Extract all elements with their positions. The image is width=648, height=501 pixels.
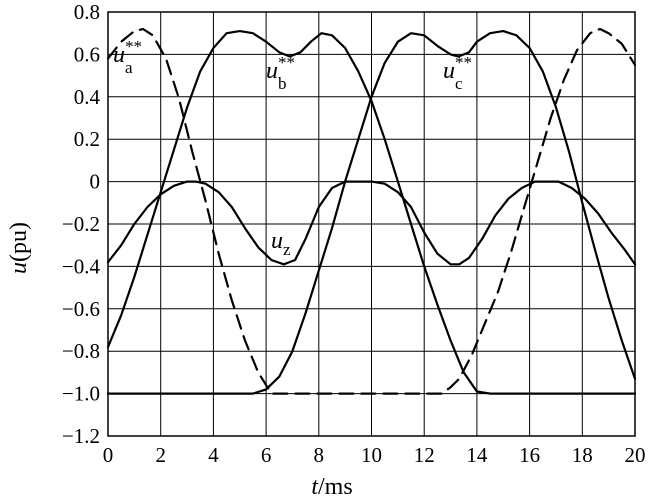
x-tick-label: 14 [466, 443, 488, 467]
x-tick-label: 10 [361, 443, 382, 467]
x-axis-label-var: t [311, 474, 319, 500]
y-tick-label: −0.2 [62, 212, 100, 236]
y-tick-label: −0.6 [62, 297, 100, 321]
x-tick-label: 20 [625, 443, 646, 467]
annotation-u-b: u** b [266, 53, 295, 93]
y-tick-label: −0.8 [62, 339, 100, 363]
y-tick-label: −1.0 [62, 382, 100, 406]
y-axis-label: u(pu) [6, 222, 32, 274]
series-line-u-c [106, 30, 637, 395]
y-tick-label: −1.2 [62, 424, 100, 448]
series-lines [106, 27, 637, 395]
annotation-u-c: u** c [443, 53, 472, 93]
y-axis-label-var: u [6, 262, 32, 274]
y-axis-label-unit: (pu) [6, 222, 32, 262]
x-tick-label: 16 [519, 443, 540, 467]
x-tick-label: 18 [572, 443, 593, 467]
y-tick-label: −0.4 [62, 254, 101, 278]
annotation-u-a: u** a [113, 37, 142, 77]
x-tick-label: 2 [155, 443, 166, 467]
series-line-u-z [106, 180, 637, 266]
x-tick-label: 0 [103, 443, 114, 467]
y-tick-label: 0.4 [74, 85, 101, 109]
y-tick-labels: 0.8 0.6 0.4 0.2 0 −0.2 −0.4 −0.6 −0.8 −1.0 −1.2 [62, 0, 101, 448]
x-axis-label: t/ms [311, 474, 352, 500]
series-annotations: u** a u** b u** c uz [113, 37, 472, 259]
y-tick-label: 0.8 [74, 0, 100, 24]
y-tick-label: 0.6 [74, 42, 100, 66]
x-tick-labels: 0 2 4 6 8 10 12 14 16 18 20 [103, 443, 646, 467]
series-line-u-b [106, 30, 637, 395]
y-tick-label: 0.2 [74, 127, 100, 151]
x-tick-label: 6 [261, 443, 272, 467]
grid [107, 11, 636, 437]
plot-frame [107, 11, 636, 437]
annotation-u-z: uz [271, 228, 291, 259]
series-line-u-a [106, 27, 637, 395]
x-tick-label: 8 [314, 443, 325, 467]
x-tick-label: 4 [208, 443, 219, 467]
x-tick-label: 12 [414, 443, 435, 467]
y-tick-label: 0 [90, 170, 101, 194]
x-axis-label-unit: /ms [318, 474, 353, 500]
